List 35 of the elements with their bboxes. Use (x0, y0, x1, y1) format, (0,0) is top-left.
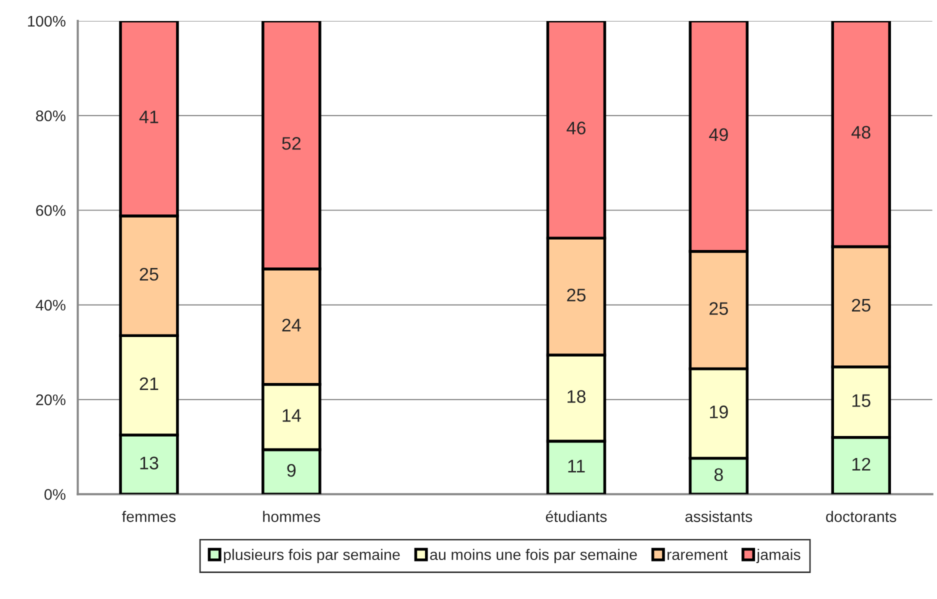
data-label: 25 (567, 288, 586, 302)
y-tick-label: 80% (36, 110, 66, 122)
data-label: 14 (282, 409, 301, 422)
data-label: 46 (566, 122, 586, 134)
data-label: 8 (714, 468, 723, 482)
data-label: 49 (709, 128, 728, 142)
data-label: 25 (140, 268, 158, 281)
data-label: 18 (568, 390, 586, 403)
legend-label: au moins une fois par semaine (430, 548, 637, 564)
y-tick-label: 20% (36, 394, 66, 406)
y-tick-label: 40% (36, 300, 66, 311)
data-label: 13 (140, 456, 158, 470)
x-tick-label: femmes (122, 510, 176, 522)
data-label: 25 (710, 302, 728, 315)
data-label: 25 (852, 298, 870, 312)
y-tick-label: 0% (44, 489, 66, 500)
legend-label: jamais (756, 548, 800, 564)
data-label: 12 (852, 458, 870, 470)
x-tick-label: assistants (685, 510, 752, 522)
legend-label: plusieurs fois par semaine (224, 548, 400, 564)
data-label: 9 (287, 464, 296, 477)
data-label: 15 (852, 394, 870, 407)
data-label: 19 (710, 406, 728, 418)
data-label: 24 (282, 318, 301, 332)
y-tick-label: 100% (28, 16, 66, 27)
data-label: 52 (282, 137, 301, 150)
data-label: 21 (140, 377, 158, 390)
data-label: 41 (139, 110, 158, 124)
legend-label: rarement (668, 550, 728, 560)
data-label: 11 (568, 460, 585, 472)
data-label: 48 (851, 126, 870, 139)
x-tick-label: hommes (263, 510, 320, 522)
x-tick-label: étudiants (546, 510, 607, 522)
x-tick-label: doctorants (826, 510, 896, 522)
y-tick-label: 60% (36, 205, 66, 216)
